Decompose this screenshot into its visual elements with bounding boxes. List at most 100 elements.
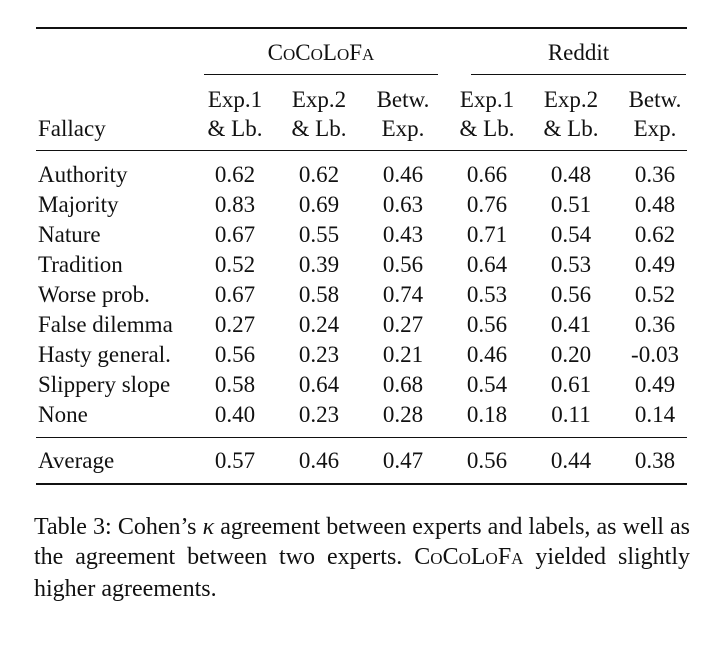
table-cell: 0.57: [214, 448, 256, 473]
column-header-line2: & Lb.: [543, 116, 599, 141]
small-caps-letter: F: [349, 40, 363, 65]
row-header-label: Fallacy: [38, 116, 106, 141]
group-header-reddit: Reddit: [547, 40, 610, 65]
small-caps-letter: C: [414, 544, 431, 570]
table-cell: 0.44: [550, 448, 592, 473]
table-cell: 0.40: [214, 402, 256, 427]
row-label: None: [38, 402, 88, 427]
caption-suffix: yielded slightly higher agreements.: [34, 544, 690, 602]
table-cell: 0.46: [298, 448, 340, 473]
table-cell: 0.83: [214, 192, 256, 217]
group-rule-cocolofa: [204, 74, 438, 75]
small-caps-letter: L: [470, 544, 486, 570]
table-cell: 0.62: [214, 162, 256, 187]
table-cell: 0.52: [214, 252, 256, 277]
column-header-line2: & Lb.: [207, 116, 263, 141]
row-label: Authority: [38, 162, 128, 187]
table-cell: 0.61: [550, 372, 592, 397]
table-cell: 0.53: [466, 282, 508, 307]
column-header-line2: Exp.: [381, 116, 425, 141]
column-header-line2: Exp.: [633, 116, 677, 141]
average-separator-rule: [36, 437, 687, 438]
table-cell: 0.58: [298, 282, 340, 307]
table-cell: 0.67: [214, 222, 256, 247]
column-header-line1: Betw.: [628, 87, 682, 112]
row-label: False dilemma: [38, 312, 173, 337]
row-label: Tradition: [38, 252, 123, 277]
small-caps-letter: O: [283, 45, 296, 64]
column-header-line1: Betw.: [376, 87, 430, 112]
table-cell: 0.49: [634, 372, 676, 397]
column-header-line1: Exp.2: [543, 87, 599, 112]
table-cell: 0.23: [298, 342, 340, 367]
table-bottom-rule: [36, 483, 687, 485]
small-caps-letter: O: [485, 549, 498, 568]
table-cell: 0.69: [298, 192, 340, 217]
small-caps-letter: C: [442, 544, 459, 570]
table-cell: 0.46: [382, 162, 424, 187]
table-cell: 0.76: [466, 192, 508, 217]
small-caps-letter: O: [430, 549, 443, 568]
row-label: Nature: [38, 222, 101, 247]
table-cell: 0.68: [382, 372, 424, 397]
table-cell: 0.48: [550, 162, 592, 187]
table-top-rule: [36, 27, 687, 29]
table-cell: 0.54: [466, 372, 508, 397]
table-cell: 0.56: [214, 342, 256, 367]
small-caps-letter: L: [322, 40, 337, 65]
small-caps-letter: A: [511, 549, 524, 568]
small-caps-letter: O: [336, 45, 350, 64]
table-cell: 0.56: [382, 252, 424, 277]
table-cell: 0.56: [466, 312, 508, 337]
row-label: Average: [38, 448, 115, 473]
table-cell: 0.24: [298, 312, 340, 337]
table-cell: 0.41: [550, 312, 592, 337]
table-cell: 0.62: [634, 222, 676, 247]
table-cell: 0.23: [298, 402, 340, 427]
row-label: Worse prob.: [38, 282, 150, 307]
caption-middle: agreement between experts and labels, as…: [34, 514, 690, 570]
table-cell: 0.20: [550, 342, 592, 367]
table-cell: 0.54: [550, 222, 592, 247]
column-header-line2: & Lb.: [291, 116, 347, 141]
table-cell: 0.48: [634, 192, 676, 217]
table-cell: 0.66: [466, 162, 508, 187]
table-cell: 0.36: [634, 162, 676, 187]
small-caps-letter: A: [362, 45, 375, 64]
table-cell: 0.74: [382, 282, 424, 307]
table-cell: 0.49: [634, 252, 676, 277]
table-cell: 0.67: [214, 282, 256, 307]
small-caps-letter: C: [267, 40, 283, 65]
column-header-line2: & Lb.: [459, 116, 515, 141]
small-caps-letter: F: [497, 544, 512, 570]
table-cell: 0.64: [466, 252, 508, 277]
group-rule-reddit: [471, 74, 686, 75]
small-caps-letter: O: [310, 45, 323, 64]
table-cell: 0.38: [634, 448, 676, 473]
caption-prefix: Table 3: Cohen’s: [34, 514, 203, 540]
table-cell: 0.36: [634, 312, 676, 337]
row-label: Hasty general.: [38, 342, 171, 367]
table-cell: 0.39: [298, 252, 340, 277]
small-caps-letter: O: [458, 549, 471, 568]
table-caption: Table 3: Cohen’s κ agreement between exp…: [34, 512, 690, 604]
table-cell: 0.21: [382, 342, 424, 367]
table-cell: 0.62: [298, 162, 340, 187]
table-cell: 0.28: [382, 402, 424, 427]
caption-dataset-name: COCOLOFA: [414, 544, 523, 570]
table-cell: 0.58: [214, 372, 256, 397]
table-cell: 0.46: [466, 342, 508, 367]
column-header-line1: Exp.2: [291, 87, 347, 112]
table-cell: 0.18: [466, 402, 508, 427]
table-cell: 0.52: [634, 282, 676, 307]
column-header-line1: Exp.1: [207, 87, 263, 112]
table-cell: 0.63: [382, 192, 424, 217]
row-label: Majority: [38, 192, 119, 217]
table-cell: 0.71: [466, 222, 508, 247]
table-cell: -0.03: [631, 342, 679, 367]
table-cell: 0.56: [550, 282, 592, 307]
table-cell: 0.27: [214, 312, 256, 337]
row-label: Slippery slope: [38, 372, 171, 397]
table-cell: 0.56: [466, 448, 508, 473]
table-cell: 0.64: [298, 372, 340, 397]
